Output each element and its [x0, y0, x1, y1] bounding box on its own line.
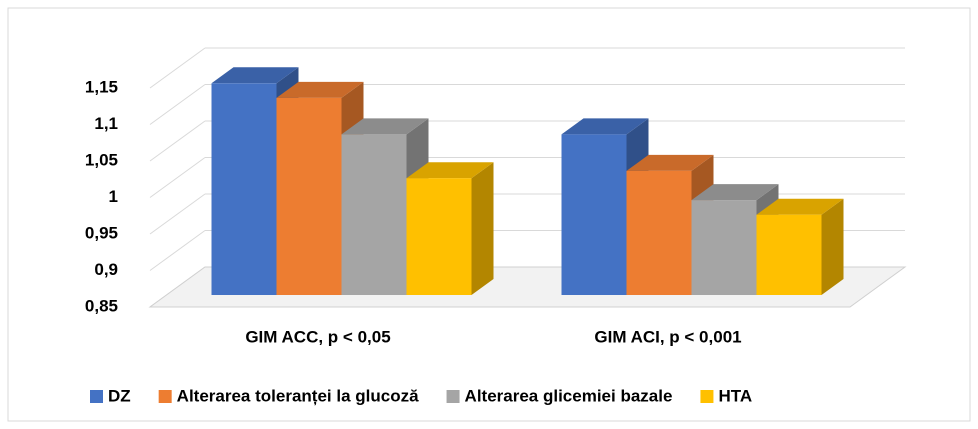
bar-top	[211, 67, 299, 84]
y-tick-label: 1,05	[85, 150, 118, 169]
bar	[211, 83, 277, 295]
bar-top	[756, 198, 844, 215]
bar	[626, 170, 692, 295]
legend-swatch	[446, 390, 460, 403]
grid-line	[149, 120, 206, 162]
legend-swatch	[700, 390, 714, 403]
bar-top	[561, 118, 649, 135]
legend: DZ Alterarea toleranței la glucoză Alterar…	[90, 386, 752, 405]
legend-label: DZ	[108, 386, 131, 405]
bar	[756, 214, 822, 295]
bar-top	[406, 162, 494, 179]
bar-side	[821, 198, 844, 295]
y-tick-label: 1,1	[94, 114, 118, 133]
bar-top	[691, 184, 779, 201]
grid-line	[149, 230, 206, 271]
bar-side	[471, 162, 494, 295]
grid-line	[149, 47, 206, 89]
bar	[561, 134, 627, 295]
x-tick-label: GIM ACI, p < 0,001	[594, 327, 741, 346]
legend-label: HTA	[718, 386, 752, 405]
legend-label: Alterarea toleranței la glucoză	[177, 386, 419, 405]
y-tick-label: 1,15	[85, 77, 118, 96]
legend-swatch	[158, 390, 172, 403]
y-tick-label: 0,9	[94, 260, 118, 279]
grid-line	[149, 84, 206, 125]
bar-top	[626, 154, 714, 171]
bar-top	[276, 81, 364, 98]
x-tick-label: GIM ACC, p < 0,05	[245, 327, 390, 346]
bar	[341, 134, 407, 295]
y-tick-label: 0,95	[85, 223, 118, 242]
y-tick-label: 0,85	[85, 296, 118, 315]
bar	[276, 97, 342, 296]
legend-label: Alterarea glicemiei bazale	[465, 386, 673, 405]
bar-top	[341, 118, 429, 135]
legend-swatch	[90, 390, 103, 403]
grid-line	[149, 157, 206, 198]
bar	[406, 178, 472, 295]
bar	[691, 200, 757, 295]
grid-line	[149, 193, 206, 235]
y-tick-label: 1	[109, 187, 118, 206]
